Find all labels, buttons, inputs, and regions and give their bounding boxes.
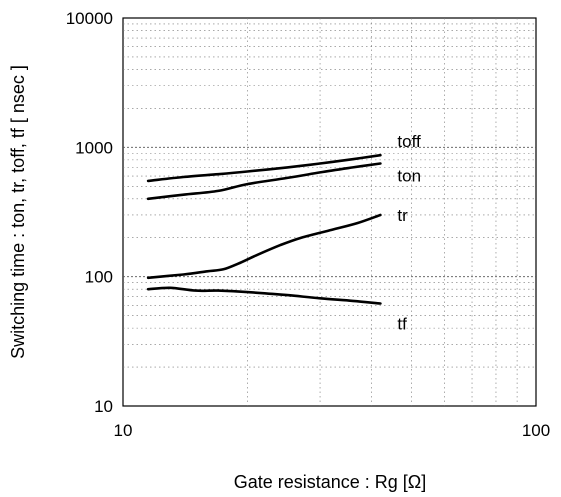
series-line-tf [146, 286, 382, 305]
tick-labels: 10 100 1000 10000 10 100 [66, 9, 550, 440]
y-tick-label: 10000 [66, 9, 113, 28]
y-tick-label: 1000 [75, 138, 113, 157]
y-tick-label: 100 [85, 268, 113, 287]
x-tick-label: 100 [522, 421, 550, 440]
series-line-toff [146, 153, 382, 183]
series-label-tf: tf [397, 315, 407, 334]
series-label-tr: tr [397, 206, 408, 225]
series-line-tr [146, 213, 382, 280]
series-line-ton [146, 162, 382, 201]
x-tick-label: 10 [114, 421, 133, 440]
series-labels: toff ton tr tf [397, 132, 421, 333]
x-axis-title: Gate resistance : Rg [Ω] [234, 472, 427, 492]
series-lines [146, 153, 382, 305]
y-axis-title: Switching time : ton, tr, toff, tf [ nse… [8, 65, 28, 359]
y-tick-label: 10 [94, 397, 113, 416]
plot-frame [122, 17, 537, 407]
series-label-toff: toff [397, 132, 421, 151]
grid [123, 18, 536, 406]
series-label-ton: ton [397, 166, 421, 185]
